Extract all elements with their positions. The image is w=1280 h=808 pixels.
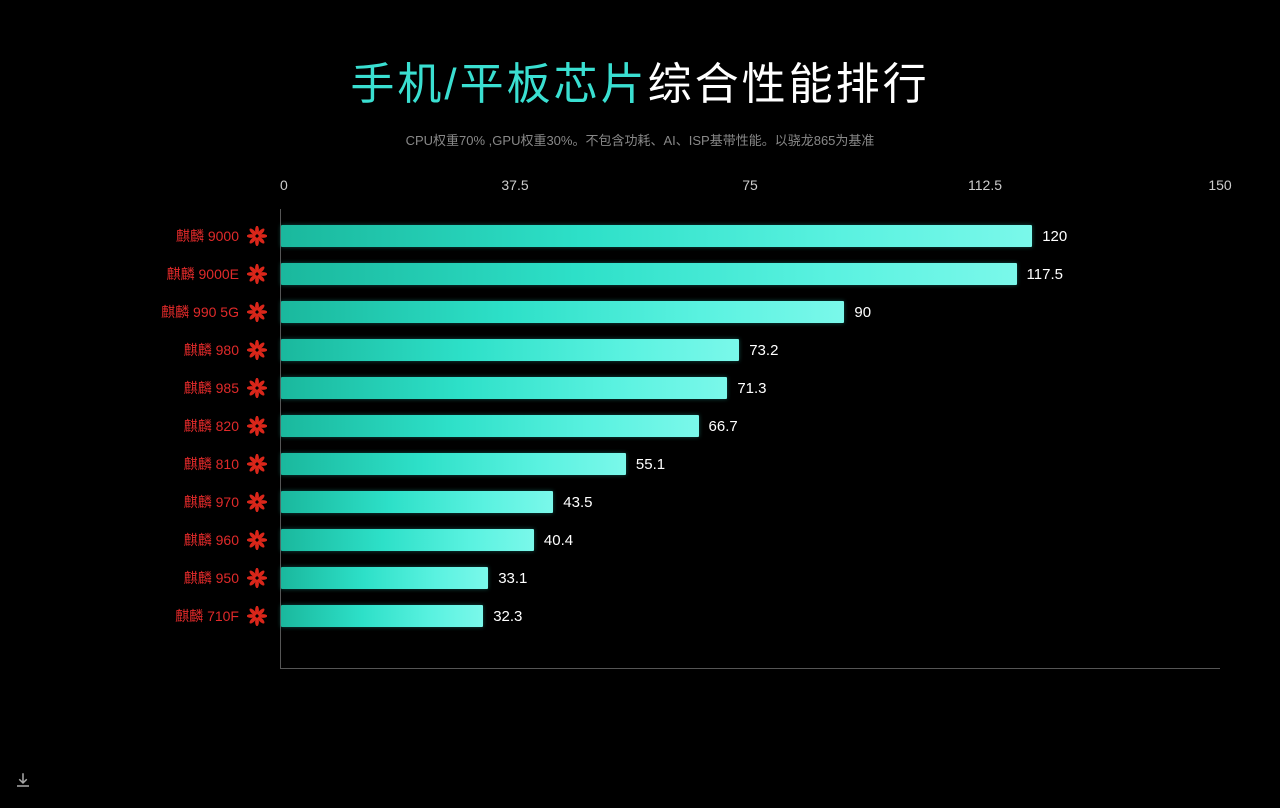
huawei-logo-icon <box>247 264 267 284</box>
bar <box>281 567 488 589</box>
huawei-logo-icon <box>247 606 267 626</box>
chart-area: 037.575112.5150 麒麟 9000120麒麟 9000E117.5麒… <box>280 177 1220 737</box>
bar <box>281 339 739 361</box>
bar-row: 麒麟 81055.1 <box>281 445 1220 483</box>
bar-row: 麒麟 96040.4 <box>281 521 1220 559</box>
y-axis-label: 麒麟 9000E <box>167 264 281 284</box>
bar <box>281 415 699 437</box>
huawei-logo-icon <box>247 416 267 436</box>
y-axis-label: 麒麟 960 <box>184 530 281 550</box>
bar-row: 麒麟 82066.7 <box>281 407 1220 445</box>
y-axis-label: 麒麟 710F <box>175 606 281 626</box>
chart-container: 手机/平板芯片综合性能排行 CPU权重70% ,GPU权重30%。不包含功耗、A… <box>0 0 1280 808</box>
bar-value-label: 66.7 <box>709 418 738 435</box>
bar-value-label: 120 <box>1042 228 1067 245</box>
bar-value-label: 32.3 <box>493 608 522 625</box>
bar-value-label: 73.2 <box>749 342 778 359</box>
huawei-logo-icon <box>247 226 267 246</box>
bar-row: 麒麟 95033.1 <box>281 559 1220 597</box>
x-tick-label: 0 <box>280 177 288 193</box>
bar-value-label: 55.1 <box>636 456 665 473</box>
bar <box>281 605 483 627</box>
x-axis: 037.575112.5150 <box>280 177 1220 201</box>
chart-subtitle: CPU权重70% ,GPU权重30%。不包含功耗、AI、ISP基带性能。以骁龙8… <box>0 130 1280 149</box>
chip-name: 麒麟 970 <box>184 492 239 512</box>
y-axis-label: 麒麟 985 <box>184 378 281 398</box>
bar <box>281 301 844 323</box>
x-tick-label: 75 <box>742 177 758 193</box>
bar-row: 麒麟 990 5G90 <box>281 293 1220 331</box>
bar-value-label: 43.5 <box>563 494 592 511</box>
chip-name: 麒麟 950 <box>184 568 239 588</box>
chip-name: 麒麟 710F <box>175 606 239 626</box>
bar-row: 麒麟 97043.5 <box>281 483 1220 521</box>
y-axis-label: 麒麟 9000 <box>176 226 281 246</box>
chip-name: 麒麟 980 <box>184 340 239 360</box>
huawei-logo-icon <box>247 454 267 474</box>
chip-name: 麒麟 820 <box>184 416 239 436</box>
huawei-logo-icon <box>247 568 267 588</box>
x-tick-label: 150 <box>1208 177 1231 193</box>
title-highlight: 手机/平板芯片 <box>350 60 647 109</box>
plot-area: 麒麟 9000120麒麟 9000E117.5麒麟 990 5G90麒麟 980… <box>280 209 1220 669</box>
chip-name: 麒麟 960 <box>184 530 239 550</box>
bar-value-label: 90 <box>854 304 871 321</box>
chip-name: 麒麟 810 <box>184 454 239 474</box>
bar-row: 麒麟 9000E117.5 <box>281 255 1220 293</box>
y-axis-label: 麒麟 810 <box>184 454 281 474</box>
bar-value-label: 40.4 <box>544 532 573 549</box>
huawei-logo-icon <box>247 340 267 360</box>
bar <box>281 377 727 399</box>
bar <box>281 263 1017 285</box>
bar-row: 麒麟 98571.3 <box>281 369 1220 407</box>
bar <box>281 225 1032 247</box>
bar-row: 麒麟 9000120 <box>281 217 1220 255</box>
chart-title: 手机/平板芯片综合性能排行 <box>0 48 1280 112</box>
bar-row: 麒麟 710F32.3 <box>281 597 1220 635</box>
download-icon[interactable] <box>14 771 32 794</box>
y-axis-label: 麒麟 950 <box>184 568 281 588</box>
bar-value-label: 71.3 <box>737 380 766 397</box>
y-axis-label: 麒麟 980 <box>184 340 281 360</box>
chip-name: 麒麟 985 <box>184 378 239 398</box>
bar <box>281 529 534 551</box>
bar-value-label: 117.5 <box>1027 266 1063 283</box>
huawei-logo-icon <box>247 530 267 550</box>
bar-row: 麒麟 98073.2 <box>281 331 1220 369</box>
bar <box>281 491 553 513</box>
bar-value-label: 33.1 <box>498 570 527 587</box>
x-tick-label: 112.5 <box>968 177 1002 193</box>
y-axis-label: 麒麟 820 <box>184 416 281 436</box>
huawei-logo-icon <box>247 378 267 398</box>
y-axis-label: 麒麟 990 5G <box>161 302 281 322</box>
huawei-logo-icon <box>247 492 267 512</box>
chip-name: 麒麟 9000E <box>167 264 239 284</box>
chip-name: 麒麟 990 5G <box>161 302 239 322</box>
huawei-logo-icon <box>247 302 267 322</box>
title-plain: 综合性能排行 <box>648 60 930 109</box>
bar <box>281 453 626 475</box>
chip-name: 麒麟 9000 <box>176 226 239 246</box>
y-axis-label: 麒麟 970 <box>184 492 281 512</box>
x-tick-label: 37.5 <box>501 177 528 193</box>
